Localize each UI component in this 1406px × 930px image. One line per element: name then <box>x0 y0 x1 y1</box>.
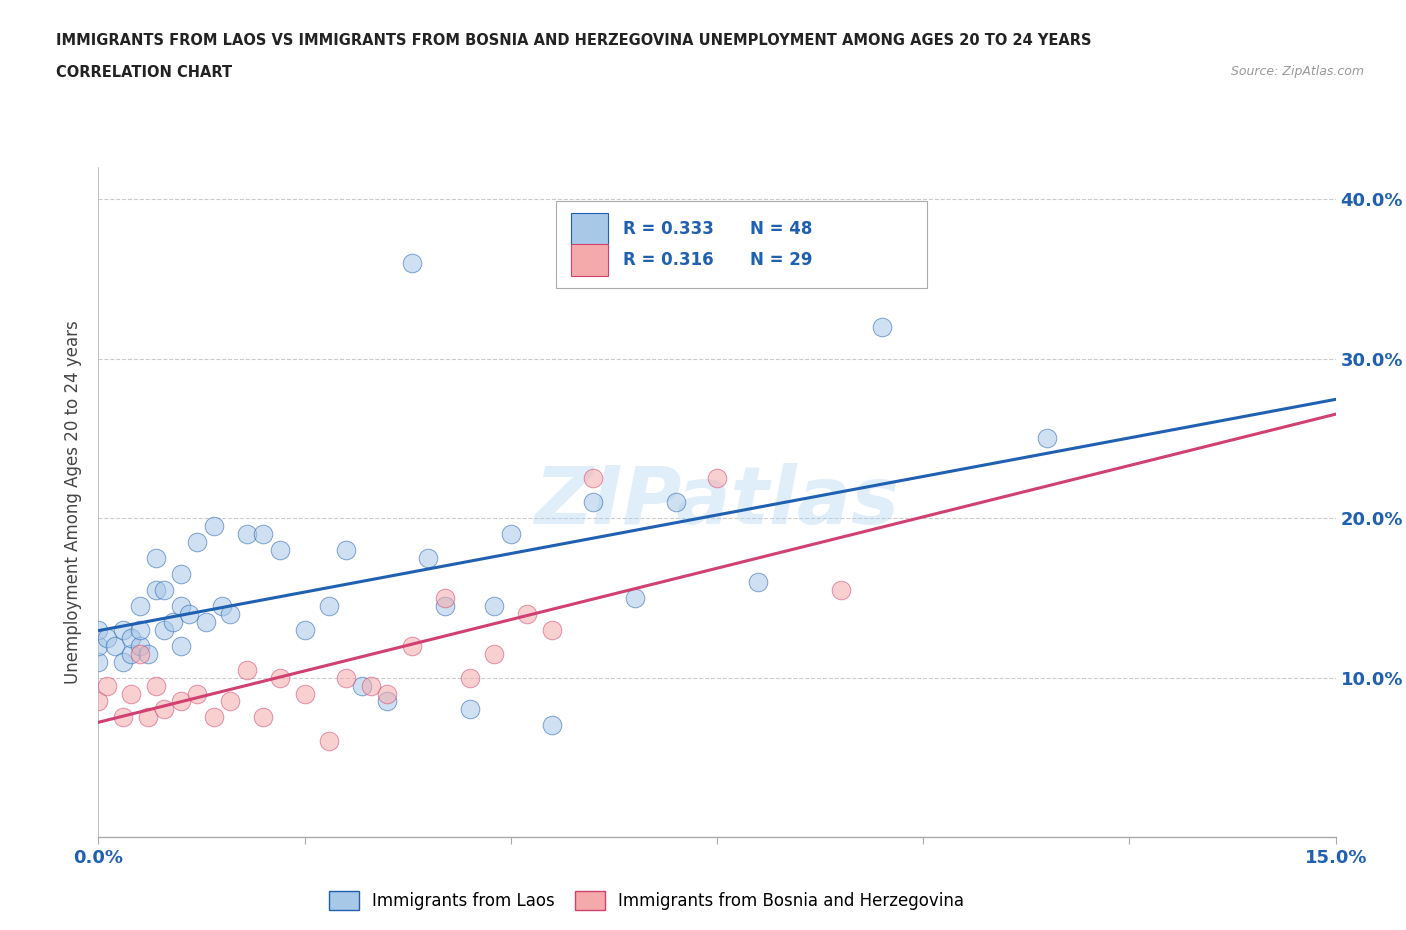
Point <box>335 671 357 685</box>
Point <box>202 710 225 724</box>
Point <box>186 686 208 701</box>
Point <box>128 638 150 653</box>
Point <box>294 622 316 637</box>
Point <box>179 606 201 621</box>
Point <box>360 678 382 693</box>
Point <box>401 638 423 653</box>
Bar <box>571 213 609 246</box>
Point <box>665 495 688 510</box>
Point <box>87 622 110 637</box>
Point <box>830 582 852 597</box>
Text: Source: ZipAtlas.com: Source: ZipAtlas.com <box>1230 65 1364 78</box>
Point <box>120 646 142 661</box>
Point <box>120 686 142 701</box>
Text: IMMIGRANTS FROM LAOS VS IMMIGRANTS FROM BOSNIA AND HERZEGOVINA UNEMPLOYMENT AMON: IMMIGRANTS FROM LAOS VS IMMIGRANTS FROM … <box>56 33 1091 47</box>
Point <box>269 671 291 685</box>
Point <box>112 654 135 669</box>
Point <box>136 710 159 724</box>
Text: R = 0.333: R = 0.333 <box>623 220 714 238</box>
Point <box>87 694 110 709</box>
Point <box>335 542 357 557</box>
Point <box>128 598 150 613</box>
Point <box>87 638 110 653</box>
Point <box>458 702 481 717</box>
Text: ZIPatlas: ZIPatlas <box>534 463 900 541</box>
Point <box>318 734 340 749</box>
Point <box>252 710 274 724</box>
Point <box>1036 431 1059 445</box>
Point <box>352 678 374 693</box>
Point <box>145 582 167 597</box>
Point <box>170 566 193 581</box>
Point <box>194 615 217 630</box>
Point <box>120 631 142 645</box>
Point <box>112 710 135 724</box>
Point <box>582 471 605 485</box>
Point <box>211 598 233 613</box>
Text: N = 29: N = 29 <box>751 251 813 269</box>
Point <box>484 598 506 613</box>
Point <box>269 542 291 557</box>
Point <box>112 622 135 637</box>
Text: R = 0.316: R = 0.316 <box>623 251 714 269</box>
Point <box>433 598 456 613</box>
Point <box>623 591 645 605</box>
Point <box>499 526 522 541</box>
Point <box>236 662 259 677</box>
Point <box>87 654 110 669</box>
Point <box>170 598 193 613</box>
Point <box>582 495 605 510</box>
Point <box>516 606 538 621</box>
Point <box>294 686 316 701</box>
Point <box>706 471 728 485</box>
Point <box>541 718 564 733</box>
Point <box>145 678 167 693</box>
Point <box>458 671 481 685</box>
Point <box>747 575 769 590</box>
Point <box>484 646 506 661</box>
Point <box>375 686 398 701</box>
Point <box>870 319 893 334</box>
Point <box>236 526 259 541</box>
Y-axis label: Unemployment Among Ages 20 to 24 years: Unemployment Among Ages 20 to 24 years <box>65 320 83 684</box>
Point <box>375 694 398 709</box>
Point <box>219 606 242 621</box>
Point <box>145 551 167 565</box>
Point <box>128 622 150 637</box>
FancyBboxPatch shape <box>557 201 928 288</box>
Point <box>318 598 340 613</box>
Bar <box>571 244 609 276</box>
Point <box>96 631 118 645</box>
Point <box>128 646 150 661</box>
Point <box>170 694 193 709</box>
Point <box>541 622 564 637</box>
Point <box>153 702 176 717</box>
Text: CORRELATION CHART: CORRELATION CHART <box>56 65 232 80</box>
Point <box>96 678 118 693</box>
Point <box>162 615 184 630</box>
Point <box>202 519 225 534</box>
Point <box>136 646 159 661</box>
Point <box>186 535 208 550</box>
Point <box>170 638 193 653</box>
Point <box>153 582 176 597</box>
Point <box>252 526 274 541</box>
Legend: Immigrants from Laos, Immigrants from Bosnia and Herzegovina: Immigrants from Laos, Immigrants from Bo… <box>322 884 972 917</box>
Point <box>418 551 440 565</box>
Point <box>433 591 456 605</box>
Point <box>104 638 127 653</box>
Point <box>219 694 242 709</box>
Point <box>401 256 423 271</box>
Text: N = 48: N = 48 <box>751 220 813 238</box>
Point <box>153 622 176 637</box>
